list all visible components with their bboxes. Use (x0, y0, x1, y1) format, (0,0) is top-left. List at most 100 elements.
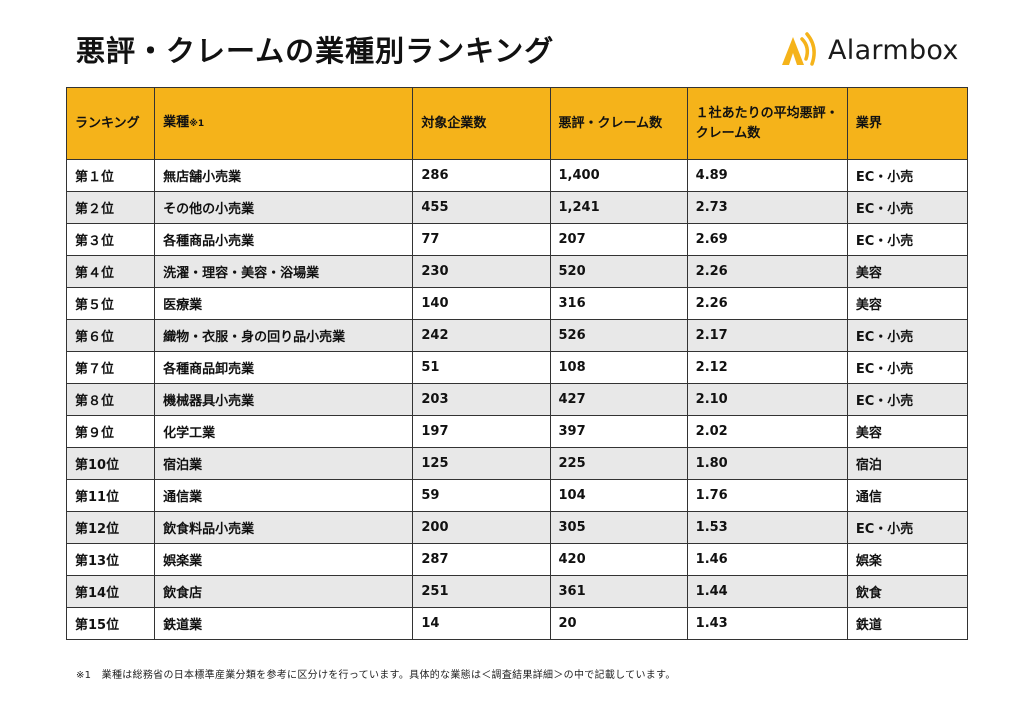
cell-rank: 第１位 (65, 159, 156, 192)
cell-avg-complaints: 1.76 (686, 479, 848, 512)
table-header-row: ランキング 業種※1 対象企業数 悪評・クレーム数 １社あたりの平均悪評・クレー… (65, 87, 969, 160)
cell-industry: 洗濯・理容・美容・浴場業 (154, 255, 414, 288)
table-row: 第４位 洗濯・理容・美容・浴場業 230 520 2.26 美容 (65, 255, 969, 288)
cell-avg-complaints: 2.17 (686, 319, 848, 352)
logo-text: Alarmbox (828, 34, 959, 66)
footnote: ※1 業種は総務省の日本標準産業分類を参考に区分けを行っています。具体的な業態は… (76, 670, 676, 681)
cell-rank: 第12位 (65, 511, 156, 544)
cell-complaint-count: 20 (549, 607, 688, 640)
cell-company-count: 286 (412, 159, 551, 192)
cell-avg-complaints: 1.43 (686, 607, 848, 640)
header-sector: 業界 (846, 87, 969, 160)
cell-rank: 第６位 (65, 319, 156, 352)
cell-company-count: 125 (412, 447, 551, 480)
cell-sector: EC・小売 (846, 191, 969, 224)
table-row: 第11位 通信業 59 104 1.76 通信 (65, 479, 969, 512)
cell-rank: 第２位 (65, 191, 156, 224)
cell-complaint-count: 108 (549, 351, 688, 384)
cell-complaint-count: 420 (549, 543, 688, 576)
cell-complaint-count: 427 (549, 383, 688, 416)
cell-industry: 機械器具小売業 (154, 383, 414, 416)
table-row: 第12位 飲食料品小売業 200 305 1.53 EC・小売 (65, 511, 969, 544)
table-row: 第５位 医療業 140 316 2.26 美容 (65, 287, 969, 320)
cell-company-count: 200 (412, 511, 551, 544)
cell-industry: 化学工業 (154, 415, 414, 448)
cell-complaint-count: 397 (549, 415, 688, 448)
cell-industry: 宿泊業 (154, 447, 414, 480)
cell-sector: 宿泊 (846, 447, 969, 480)
cell-complaint-count: 1,241 (549, 191, 688, 224)
table-row: 第７位 各種商品卸売業 51 108 2.12 EC・小売 (65, 351, 969, 384)
cell-industry: 通信業 (154, 479, 414, 512)
header-industry-note: ※1 (189, 119, 205, 129)
cell-sector: EC・小売 (846, 223, 969, 256)
table-row: 第１位 無店舗小売業 286 1,400 4.89 EC・小売 (65, 159, 969, 192)
table-row: 第２位 その他の小売業 455 1,241 2.73 EC・小売 (65, 191, 969, 224)
cell-rank: 第７位 (65, 351, 156, 384)
cell-industry: 織物・衣服・身の回り品小売業 (154, 319, 414, 352)
cell-complaint-count: 520 (549, 255, 688, 288)
cell-complaint-count: 316 (549, 287, 688, 320)
table-row: 第10位 宿泊業 125 225 1.80 宿泊 (65, 447, 969, 480)
cell-sector: 通信 (846, 479, 969, 512)
table-row: 第14位 飲食店 251 361 1.44 飲食 (65, 575, 969, 608)
cell-complaint-count: 104 (549, 479, 688, 512)
table-body: 第１位 無店舗小売業 286 1,400 4.89 EC・小売 第２位 その他の小売業 455 1… (65, 159, 969, 640)
ranking-table: ランキング 業種※1 対象企業数 悪評・クレーム数 １社あたりの平均悪評・クレー… (65, 87, 969, 640)
table-row: 第13位 娯楽業 287 420 1.46 娯楽 (65, 543, 969, 576)
header-industry-label: 業種 (163, 115, 190, 130)
cell-sector: 鉄道 (846, 607, 969, 640)
header-avg-complaints: １社あたりの平均悪評・クレーム数 (686, 87, 848, 160)
alarmbox-logo-icon (782, 32, 816, 66)
cell-rank: 第14位 (65, 575, 156, 608)
cell-company-count: 197 (412, 415, 551, 448)
cell-sector: 美容 (846, 287, 969, 320)
cell-sector: 美容 (846, 255, 969, 288)
cell-sector: EC・小売 (846, 511, 969, 544)
cell-sector: EC・小売 (846, 319, 969, 352)
table-row: 第15位 鉄道業 14 20 1.43 鉄道 (65, 607, 969, 640)
page-title: 悪評・クレームの業種別ランキング (76, 34, 555, 68)
cell-rank: 第３位 (65, 223, 156, 256)
cell-sector: EC・小売 (846, 159, 969, 192)
cell-complaint-count: 361 (549, 575, 688, 608)
cell-company-count: 203 (412, 383, 551, 416)
cell-avg-complaints: 1.53 (686, 511, 848, 544)
cell-rank: 第５位 (65, 287, 156, 320)
cell-avg-complaints: 2.02 (686, 415, 848, 448)
cell-company-count: 230 (412, 255, 551, 288)
table-row: 第９位 化学工業 197 397 2.02 美容 (65, 415, 969, 448)
cell-rank: 第11位 (65, 479, 156, 512)
cell-avg-complaints: 2.26 (686, 287, 848, 320)
cell-industry: 無店舗小売業 (154, 159, 414, 192)
cell-rank: 第８位 (65, 383, 156, 416)
cell-rank: 第４位 (65, 255, 156, 288)
cell-sector: 飲食 (846, 575, 969, 608)
cell-avg-complaints: 2.12 (686, 351, 848, 384)
cell-rank: 第15位 (65, 607, 156, 640)
cell-rank: 第13位 (65, 543, 156, 576)
cell-complaint-count: 225 (549, 447, 688, 480)
cell-complaint-count: 207 (549, 223, 688, 256)
cell-company-count: 455 (412, 191, 551, 224)
cell-sector: 美容 (846, 415, 969, 448)
cell-industry: 飲食店 (154, 575, 414, 608)
header-industry: 業種※1 (154, 87, 414, 160)
cell-company-count: 287 (412, 543, 551, 576)
cell-company-count: 140 (412, 287, 551, 320)
cell-industry: 各種商品卸売業 (154, 351, 414, 384)
cell-avg-complaints: 1.80 (686, 447, 848, 480)
cell-company-count: 14 (412, 607, 551, 640)
cell-avg-complaints: 2.10 (686, 383, 848, 416)
cell-industry: その他の小売業 (154, 191, 414, 224)
cell-industry: 医療業 (154, 287, 414, 320)
cell-sector: 娯楽 (846, 543, 969, 576)
cell-company-count: 51 (412, 351, 551, 384)
cell-avg-complaints: 2.69 (686, 223, 848, 256)
cell-company-count: 251 (412, 575, 551, 608)
table-row: 第８位 機械器具小売業 203 427 2.10 EC・小売 (65, 383, 969, 416)
cell-complaint-count: 526 (549, 319, 688, 352)
cell-company-count: 59 (412, 479, 551, 512)
header-company-count: 対象企業数 (412, 87, 551, 160)
cell-avg-complaints: 4.89 (686, 159, 848, 192)
